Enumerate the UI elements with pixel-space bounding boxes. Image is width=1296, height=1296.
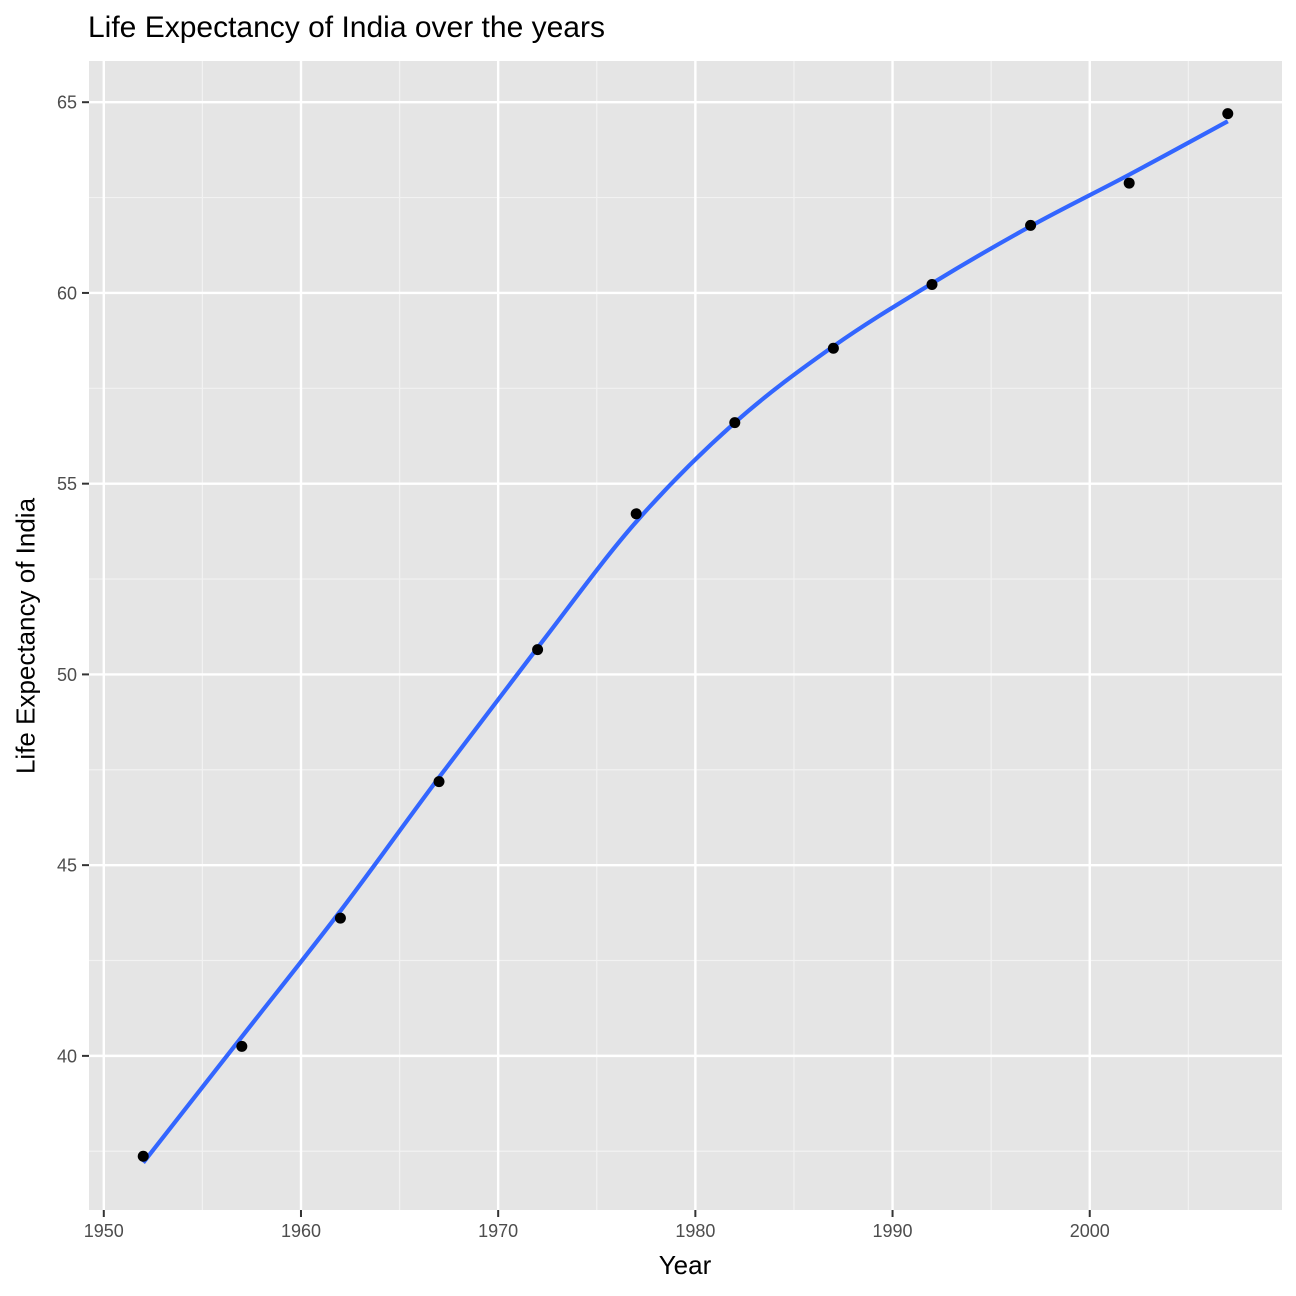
- data-point: [1123, 177, 1135, 189]
- x-tick-label: 1960: [281, 1221, 321, 1241]
- x-tick-label: 2000: [1070, 1221, 1110, 1241]
- y-tick-label: 65: [57, 93, 77, 113]
- data-point: [236, 1040, 248, 1052]
- data-point: [532, 644, 544, 656]
- data-point: [926, 279, 938, 291]
- x-tick-label: 1980: [675, 1221, 715, 1241]
- x-tick-label: 1990: [873, 1221, 913, 1241]
- panel-background: [89, 61, 1282, 1210]
- data-point: [630, 508, 642, 520]
- data-point: [137, 1150, 149, 1162]
- y-tick-label: 55: [57, 474, 77, 494]
- y-tick-label: 40: [57, 1046, 77, 1066]
- y-axis-label: Life Expectancy of India: [10, 497, 41, 775]
- chart-title: Life Expectancy of India over the years: [88, 11, 605, 44]
- y-tick-label: 45: [57, 856, 77, 876]
- data-point: [433, 776, 445, 788]
- data-point: [729, 417, 741, 429]
- y-tick-label: 60: [57, 283, 77, 303]
- data-point: [827, 342, 839, 354]
- data-point: [1222, 108, 1234, 120]
- x-axis-label: Year: [658, 1250, 712, 1280]
- x-tick-label: 1950: [84, 1221, 124, 1241]
- y-tick-label: 50: [57, 665, 77, 685]
- data-point: [1025, 219, 1037, 231]
- x-tick-label: 1970: [478, 1221, 518, 1241]
- data-point: [334, 912, 346, 924]
